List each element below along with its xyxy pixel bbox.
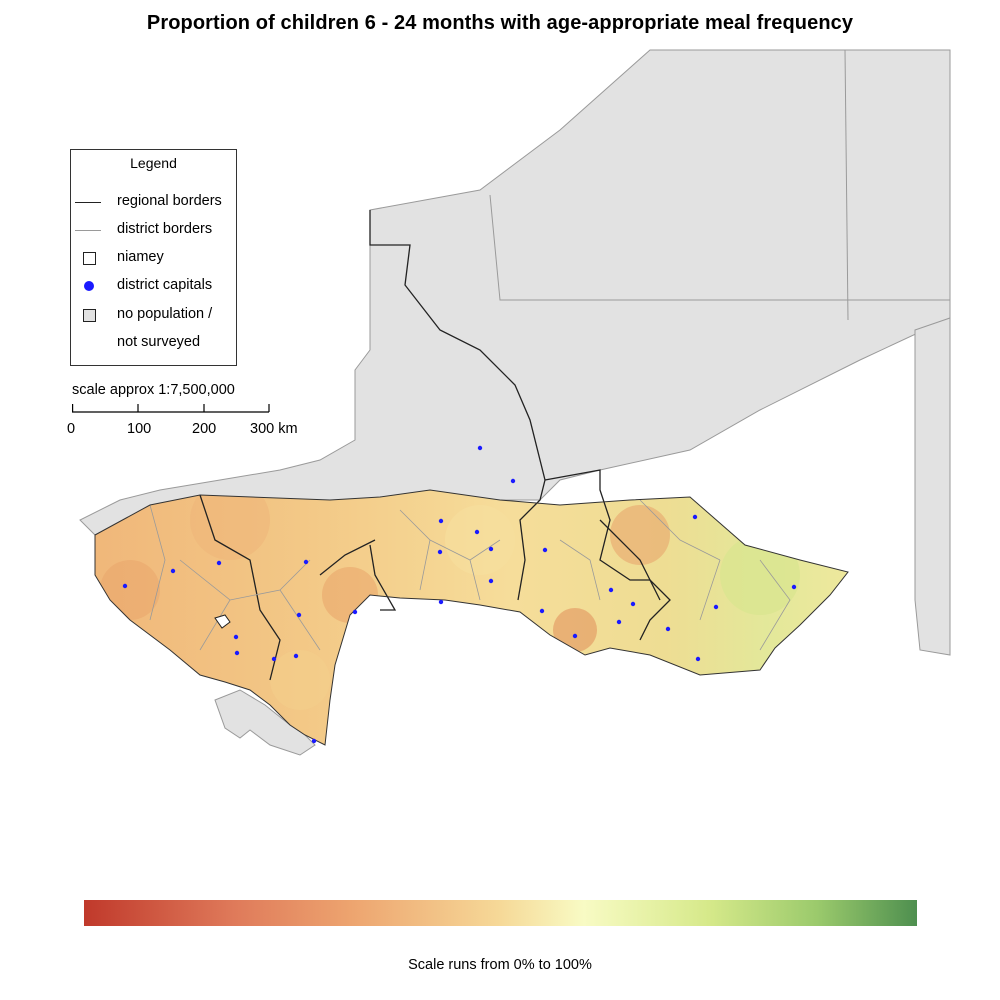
legend-box: Legend regional borders district borders… bbox=[70, 149, 237, 366]
empty-box-icon bbox=[83, 252, 96, 265]
capital-dot bbox=[630, 601, 636, 607]
capital-dot bbox=[474, 529, 480, 535]
legend-label: district capitals bbox=[117, 277, 213, 293]
capital-dot bbox=[438, 518, 444, 524]
legend-item-not-surveyed: not surveyed bbox=[71, 332, 236, 354]
capital-dot bbox=[539, 608, 545, 614]
neighbor-land bbox=[79, 49, 951, 756]
capital-dot bbox=[303, 559, 309, 565]
scale-text: scale approx 1:7,500,000 bbox=[72, 382, 235, 398]
legend-item-district-borders: district borders bbox=[71, 219, 236, 241]
legend-label: district borders bbox=[117, 221, 213, 237]
capital-dot bbox=[477, 445, 483, 451]
capital-dot bbox=[437, 549, 443, 555]
blue-dot-icon bbox=[84, 281, 94, 291]
capital-dot bbox=[122, 583, 128, 589]
scale-bar bbox=[72, 404, 270, 413]
capital-dot bbox=[665, 626, 671, 632]
capital-dot bbox=[791, 584, 797, 590]
capital-dot bbox=[311, 738, 317, 744]
color-scale-bar bbox=[84, 900, 917, 926]
capital-dot bbox=[271, 656, 277, 662]
scale-label: 0 bbox=[67, 421, 76, 437]
legend-item-no-population: no population / bbox=[71, 304, 236, 326]
capital-dot bbox=[488, 578, 494, 584]
legend-label: not surveyed bbox=[117, 334, 201, 350]
capital-dot bbox=[608, 587, 614, 593]
scale-label: 100 bbox=[127, 421, 152, 437]
capital-dot bbox=[510, 478, 516, 484]
niamey-outline bbox=[214, 614, 231, 629]
legend-item-regional-borders: regional borders bbox=[71, 191, 236, 213]
legend-label: niamey bbox=[117, 249, 164, 265]
neighbor-borders bbox=[489, 49, 950, 321]
capital-dot bbox=[695, 656, 701, 662]
capital-dot bbox=[234, 650, 240, 656]
scale-label: 300 km bbox=[250, 421, 298, 437]
map-title: Proportion of children 6 - 24 months wit… bbox=[146, 12, 854, 34]
legend-label: no population / bbox=[117, 306, 213, 322]
regional-borders bbox=[199, 210, 671, 681]
capital-dot bbox=[233, 634, 239, 640]
scale-label: 200 bbox=[192, 421, 217, 437]
legend-label: regional borders bbox=[117, 193, 222, 209]
regional-border-line-icon bbox=[75, 202, 101, 203]
capital-dot bbox=[692, 514, 698, 520]
legend-item-niamey: niamey bbox=[71, 247, 236, 269]
heat-surface bbox=[95, 490, 848, 745]
color-scale-note: Scale runs from 0% to 100% bbox=[408, 957, 592, 973]
capital-dot bbox=[296, 612, 302, 618]
capital-dot bbox=[216, 560, 222, 566]
legend-item-district-capitals: district capitals bbox=[71, 275, 236, 297]
capital-dot bbox=[170, 568, 176, 574]
district-border-line-icon bbox=[75, 230, 101, 231]
surveyed-outline bbox=[94, 489, 849, 746]
capital-dot bbox=[542, 547, 548, 553]
capital-dot bbox=[352, 609, 358, 615]
capital-dot bbox=[438, 599, 444, 605]
district-borders bbox=[149, 499, 791, 651]
capital-dot bbox=[713, 604, 719, 610]
grey-box-icon bbox=[83, 309, 96, 322]
capital-dot bbox=[616, 619, 622, 625]
capital-dot bbox=[572, 633, 578, 639]
legend-title: Legend bbox=[130, 155, 177, 171]
capital-dot bbox=[488, 546, 494, 552]
district-capitals bbox=[122, 445, 797, 744]
capital-dot bbox=[293, 653, 299, 659]
